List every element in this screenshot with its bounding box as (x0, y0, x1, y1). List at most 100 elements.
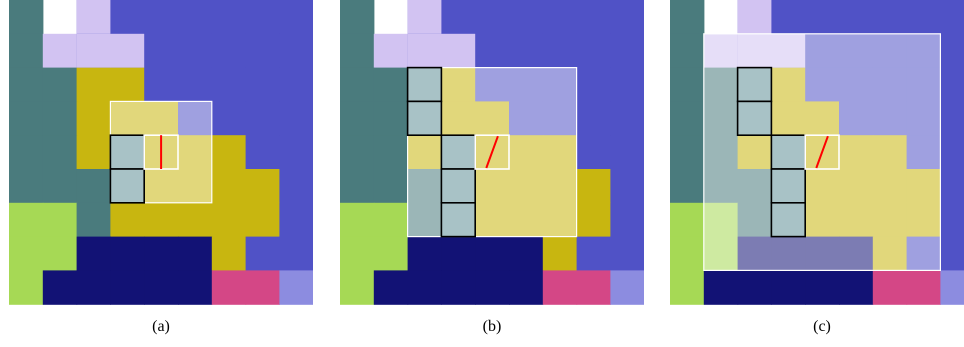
lavender-region (76, 33, 145, 68)
grid-cell (441, 270, 476, 305)
grid-cell (610, 135, 644, 170)
grid-cell (76, 202, 111, 238)
grid-cell (475, 67, 510, 102)
caption-a: (a) (152, 318, 170, 335)
grid-cell (542, 67, 578, 102)
grid-cell (144, 270, 179, 305)
grid-cell (441, 67, 476, 102)
selected-cell (736, 66, 773, 103)
grid-cell (178, 169, 213, 204)
grid-cell (576, 33, 611, 69)
grid-cell (509, 236, 544, 271)
grid-cell (737, 169, 772, 204)
grid-cell (805, 202, 840, 238)
grid-cell (373, 202, 409, 238)
grid-cell (542, 270, 578, 305)
grid-cell (340, 202, 375, 238)
selected-cell (736, 100, 773, 137)
segmentation-grid-a (9, 0, 313, 305)
grid-cell (340, 270, 375, 305)
grid-cell (737, 236, 772, 271)
segmentation-grid-c (670, 0, 964, 305)
lavender-region-top (407, 0, 442, 34)
grid-cell (279, 270, 313, 305)
grid-cell (737, 202, 772, 238)
grid-cell (576, 67, 611, 102)
grid-cell (279, 169, 313, 204)
grid-cell (110, 67, 145, 102)
grid-cell (340, 169, 375, 204)
grid-cell (805, 67, 840, 102)
edge-direction-line (815, 135, 829, 169)
grid-cell (576, 135, 611, 170)
grid-cell (441, 236, 476, 271)
grid-cell (839, 135, 874, 170)
grid-cell (9, 169, 44, 204)
grid-cell (407, 270, 442, 305)
grid-cell (703, 202, 739, 238)
grid-cell (144, 236, 179, 271)
grid-cell (610, 169, 644, 204)
grid-cell (475, 236, 510, 271)
grid-cell (771, 67, 806, 102)
grid-cell (245, 169, 280, 204)
selected-cell (440, 168, 477, 204)
grid-cell (475, 270, 510, 305)
selected-cell (109, 168, 146, 204)
grid-cell (279, 236, 313, 271)
grid-cell (703, 270, 739, 305)
grid-cell (576, 236, 611, 271)
grid-cell (839, 101, 874, 136)
grid-cell (872, 236, 908, 271)
grid-cell (245, 101, 280, 136)
grid-cell (805, 270, 840, 305)
grid-cell (279, 33, 313, 69)
grid-cell (906, 270, 941, 305)
grid-cell (610, 33, 644, 69)
grid-cell (475, 0, 510, 35)
grid-cell (542, 33, 578, 69)
grid-cell (839, 270, 874, 305)
grid-cell (771, 0, 806, 35)
grid-cell (576, 202, 611, 238)
grid-cell (509, 169, 544, 204)
grid-cell (542, 101, 578, 136)
grid-cell (872, 33, 908, 69)
grid-cell (576, 0, 611, 35)
grid-cell (509, 101, 544, 136)
grid-cell (906, 236, 941, 271)
selected-cell (770, 202, 807, 238)
grid-cell (703, 101, 739, 136)
grid-cell (144, 67, 179, 102)
grid-cell (279, 0, 313, 35)
grid-cell (940, 135, 964, 170)
grid-cell (576, 169, 611, 204)
grid-cell (9, 101, 44, 136)
grid-cell (872, 202, 908, 238)
grid-cell (110, 0, 145, 35)
caption-c: (c) (813, 318, 831, 335)
grid-cell (76, 101, 111, 136)
grid-cell (42, 101, 78, 136)
grid-cell (872, 270, 908, 305)
grid-cell (279, 135, 313, 170)
grid-cell (771, 236, 806, 271)
grid-cell (610, 0, 644, 35)
grid-cell (279, 101, 313, 136)
grid-cell (940, 101, 964, 136)
grid-cell (703, 67, 739, 102)
grid-cell (576, 101, 611, 136)
grid-cell (407, 135, 442, 170)
grid-cell (340, 0, 375, 35)
caption-b: (b) (482, 318, 502, 335)
grid-cell (42, 67, 78, 102)
grid-cell (542, 169, 578, 204)
grid-cell (610, 270, 644, 305)
grid-cell (340, 135, 375, 170)
grid-cell (178, 101, 213, 136)
grid-cell (373, 169, 409, 204)
grid-cell (737, 270, 772, 305)
grid-cell (670, 169, 705, 204)
grid-cell (670, 33, 705, 69)
grid-cell (906, 202, 941, 238)
